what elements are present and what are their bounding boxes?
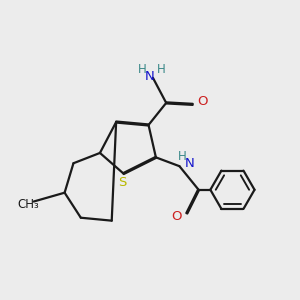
Text: N: N: [145, 70, 155, 83]
Text: CH₃: CH₃: [17, 198, 39, 211]
Text: H: H: [157, 62, 166, 76]
Text: N: N: [185, 157, 195, 170]
Text: O: O: [198, 95, 208, 108]
Text: S: S: [118, 176, 126, 189]
Text: O: O: [171, 210, 182, 223]
Text: H: H: [177, 150, 186, 163]
Text: H: H: [138, 62, 147, 76]
